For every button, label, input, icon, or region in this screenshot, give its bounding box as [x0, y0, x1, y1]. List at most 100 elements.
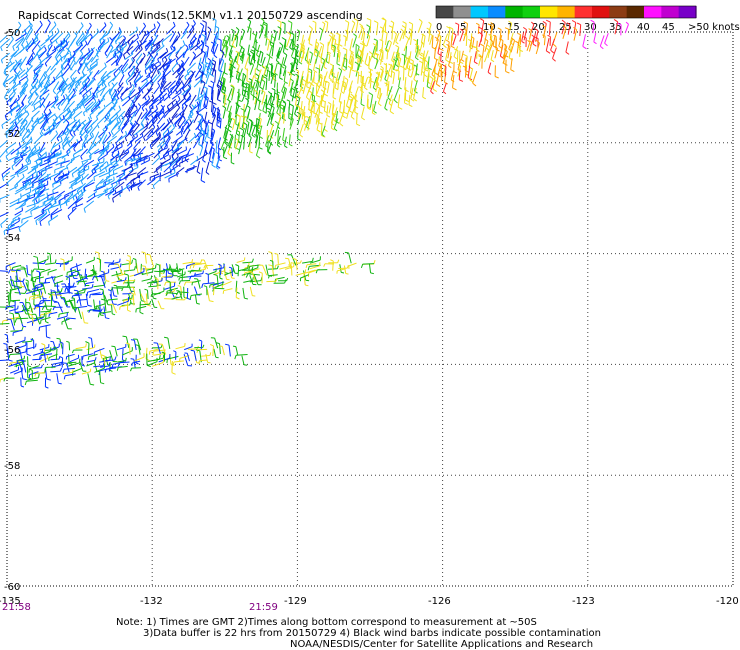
wind-barb [120, 123, 128, 131]
wind-barb [6, 305, 15, 308]
legend-swatch [557, 6, 576, 18]
wind-barb [459, 31, 464, 42]
legend-label: 40 [637, 22, 650, 33]
wind-barb [260, 52, 264, 63]
wind-barb [71, 263, 82, 269]
wind-barb [152, 46, 161, 54]
wind-barb-feather [171, 145, 174, 150]
wind-barb [436, 32, 441, 42]
wind-barb [119, 184, 130, 193]
wind-barb-feather [298, 95, 302, 99]
wind-barb-feather [193, 35, 197, 39]
wind-barb-feather [422, 96, 427, 100]
wind-barb [274, 31, 277, 41]
wind-barb-feather [232, 345, 236, 348]
wind-barb [340, 81, 344, 92]
wind-barb-feather [161, 41, 164, 47]
wind-barb-feather [47, 34, 50, 40]
wind-barb-feather [263, 21, 268, 25]
wind-barb [309, 103, 315, 114]
wind-barb [78, 87, 87, 95]
wind-barb [87, 273, 96, 277]
wind-barb [82, 32, 89, 41]
wind-barb [153, 85, 161, 95]
wind-barb-feather [83, 208, 86, 213]
wind-barb [276, 135, 281, 146]
wind-barb-feather [395, 44, 400, 48]
wind-barb [241, 53, 245, 64]
wind-barb-feather [126, 116, 130, 121]
wind-barb-feather [39, 84, 43, 88]
wind-barb-feather [223, 263, 225, 268]
wind-barb-feather [210, 80, 215, 84]
wind-barb-feather [161, 351, 165, 354]
wind-barb-feather [273, 29, 277, 33]
wind-barb-feather [292, 257, 297, 260]
wind-barb-feather [289, 103, 294, 107]
wind-barb-feather [625, 21, 629, 25]
wind-barb [267, 142, 272, 152]
wind-barb-feather [35, 304, 40, 307]
wind-barb-feather [37, 44, 41, 49]
wind-barb [31, 104, 42, 113]
wind-barb-feather [323, 93, 329, 97]
wind-barb [51, 99, 59, 109]
wind-barb [84, 128, 92, 138]
wind-barb-feather [109, 356, 111, 361]
wind-barb-feather [287, 71, 292, 75]
wind-barb [320, 60, 326, 72]
wind-barb [282, 39, 287, 53]
wind-barb-feather [135, 362, 139, 365]
wind-barb [362, 263, 375, 265]
wind-barb-feather [266, 53, 271, 57]
lat-label: -52 [4, 129, 20, 140]
wind-barb-feather [69, 292, 73, 294]
wind-barb [388, 94, 393, 104]
wind-barb [159, 170, 172, 178]
wind-barb-feather [23, 87, 26, 91]
wind-barb-feather [290, 39, 294, 42]
wind-barb-feather [503, 43, 508, 47]
wind-barb [478, 55, 482, 66]
wind-barb [3, 224, 15, 232]
wind-barb-feather [342, 47, 348, 51]
wind-barb-feather [377, 103, 382, 107]
wind-barb [33, 97, 44, 106]
wind-barb-feather [196, 155, 199, 160]
wind-barb [85, 259, 95, 264]
wind-barb-feather [109, 21, 113, 26]
wind-barb [175, 345, 185, 350]
wind-barb-feather [190, 109, 194, 115]
wind-barb-feather [28, 193, 31, 198]
wind-barb [59, 107, 70, 117]
wind-barb-feather [166, 359, 168, 364]
wind-barb [374, 60, 379, 70]
wind-barb-feather [162, 136, 166, 141]
wind-barb-feather [138, 86, 142, 91]
wind-barb [86, 196, 96, 203]
wind-barb-feather [72, 77, 76, 82]
wind-barb [38, 117, 47, 125]
wind-barb-feather [231, 117, 236, 121]
wind-barb-feather [317, 79, 322, 84]
wind-barb [31, 194, 40, 202]
wind-barb [373, 45, 378, 59]
wind-barb-feather [141, 132, 144, 137]
wind-barb-feather [31, 54, 34, 59]
wind-barb-feather [395, 52, 400, 55]
wind-barb-feather [282, 101, 286, 104]
wind-barb [246, 122, 250, 134]
wind-barb-feather [69, 191, 73, 196]
wind-barb-feather [453, 48, 459, 51]
wind-barb-feather [448, 26, 453, 30]
wind-barb-feather [154, 64, 158, 69]
wind-barb-feather [390, 70, 395, 74]
wind-barb-feather [91, 132, 94, 137]
wind-barb [48, 24, 57, 34]
wind-barb-feather [207, 26, 212, 30]
wind-barb-feather [33, 105, 36, 110]
wind-barb [38, 290, 41, 300]
wind-barb-feather [189, 295, 192, 300]
wind-barb-feather [246, 132, 251, 136]
wind-barb-feather [268, 275, 270, 279]
